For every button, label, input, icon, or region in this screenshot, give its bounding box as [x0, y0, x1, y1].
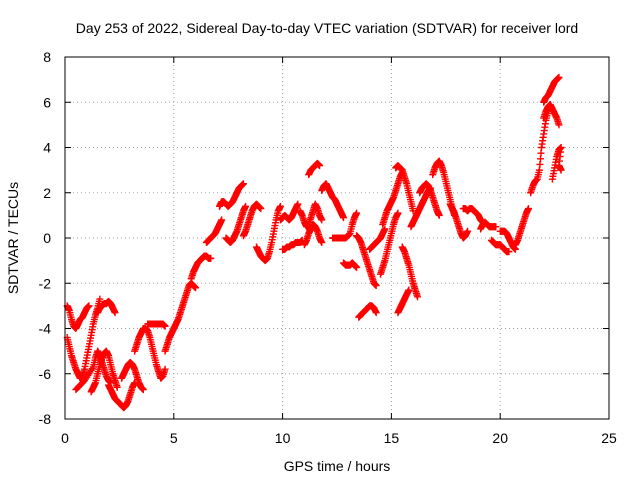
series-seg-ao: [511, 205, 532, 249]
series-seg-al: [477, 218, 500, 233]
axis-ticks: 0 5 10 15 20 25 -8 -6 -4 -2 0 2 4 6 8: [39, 49, 617, 446]
y-tick-label: -2: [39, 275, 52, 291]
x-tick-label: 5: [170, 430, 178, 446]
chart-title: Day 253 of 2022, Sidereal Day-to-day VTE…: [76, 20, 578, 36]
series-seg-l: [202, 216, 226, 247]
data-point: [524, 205, 532, 213]
x-axis-title: GPS time / hours: [284, 458, 391, 474]
data-point: [555, 73, 563, 81]
data-point: [318, 216, 326, 224]
data-point: [394, 209, 402, 217]
series-seg-z: [355, 302, 380, 321]
data-point: [113, 383, 121, 391]
data-points: [63, 73, 565, 412]
series-seg-o: [239, 200, 265, 240]
data-point: [192, 284, 200, 292]
series-seg-ak: [459, 205, 487, 226]
x-tick-label: 15: [384, 430, 400, 446]
series-seg-g: [118, 358, 147, 394]
data-point: [96, 295, 104, 303]
series-seg-v: [318, 180, 348, 222]
series-seg-w: [329, 209, 361, 242]
data-point: [218, 216, 226, 224]
data-point: [85, 302, 93, 310]
data-point: [276, 202, 284, 210]
series-seg-x: [340, 259, 361, 271]
series-seg-as: [548, 144, 565, 183]
data-point: [207, 254, 215, 262]
series-seg-aj: [446, 200, 472, 242]
y-axis-title: SDTVAR / TECUs: [5, 182, 21, 294]
series-seg-e: [94, 297, 119, 317]
series-seg-d: [87, 347, 121, 396]
data-point: [318, 239, 326, 247]
y-tick-label: -6: [39, 366, 52, 382]
data-point: [294, 200, 302, 208]
y-tick-label: 8: [43, 49, 51, 65]
y-tick-label: 6: [43, 94, 51, 110]
series-seg-ap: [527, 103, 554, 197]
series-seg-i: [144, 320, 169, 330]
series-seg-ad: [392, 162, 417, 215]
data-point: [139, 386, 147, 394]
data-point: [557, 166, 565, 174]
y-tick-label: 0: [43, 230, 51, 246]
x-tick-label: 0: [61, 430, 69, 446]
series-seg-h: [131, 325, 169, 382]
data-point: [372, 282, 380, 290]
series-seg-ae: [398, 243, 422, 301]
series-seg-r: [279, 236, 306, 253]
data-point: [242, 202, 250, 210]
series-seg-f: [105, 379, 139, 412]
data-point: [161, 365, 169, 373]
series-seg-af: [394, 286, 413, 317]
series-seg-y: [353, 232, 380, 290]
data-point: [492, 223, 500, 231]
data-point: [381, 225, 389, 233]
series-seg-c: [72, 347, 115, 394]
series-seg-ai: [429, 157, 459, 219]
data-point: [257, 205, 265, 213]
x-tick-label: 10: [275, 430, 291, 446]
series-seg-aq: [540, 73, 563, 106]
series-seg-ah: [416, 180, 443, 219]
data-point: [239, 180, 247, 188]
y-tick-label: 2: [43, 185, 51, 201]
data-point: [414, 293, 422, 301]
series-seg-ar: [540, 101, 563, 129]
series-seg-u: [300, 220, 326, 249]
data-point: [161, 322, 169, 330]
series-seg-t: [305, 159, 324, 179]
series-seg-k: [187, 252, 215, 283]
series-seg-ac: [379, 168, 406, 228]
series-seg-a: [63, 302, 93, 332]
series-seg-p: [252, 202, 284, 265]
data-point: [405, 286, 413, 294]
series-seg-j: [161, 279, 200, 355]
series-seg-ab: [377, 209, 402, 278]
series-seg-aa: [366, 225, 389, 253]
data-point: [353, 263, 361, 271]
data-point: [340, 214, 348, 222]
series-seg-m: [215, 180, 247, 210]
data-point: [505, 248, 513, 256]
data-point: [372, 309, 380, 317]
x-tick-label: 25: [601, 430, 617, 446]
y-tick-label: 4: [43, 140, 51, 156]
series-seg-am: [487, 236, 513, 256]
data-point: [316, 162, 324, 170]
data-point: [464, 227, 472, 235]
y-tick-label: -4: [39, 321, 52, 337]
series-seg-q: [276, 200, 302, 224]
data-point: [435, 211, 443, 219]
series-seg-n: [222, 202, 250, 247]
y-tick-label: -8: [39, 411, 52, 427]
data-point: [353, 209, 361, 217]
data-point: [555, 121, 563, 129]
x-tick-label: 20: [492, 430, 508, 446]
data-point: [111, 309, 119, 317]
